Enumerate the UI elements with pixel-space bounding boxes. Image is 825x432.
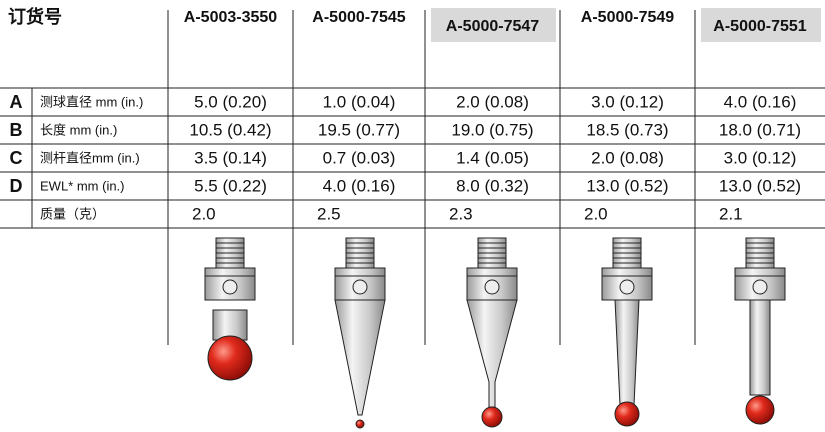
row-label: 测杆直径mm (in.) [40, 150, 140, 165]
wrench-hole [484, 279, 500, 295]
cell-value: 18.0 (0.71) [719, 120, 801, 139]
row-letter: B [10, 120, 23, 140]
cell-value: 13.0 (0.52) [719, 176, 801, 195]
collar [466, 267, 518, 277]
header-shade [431, 8, 556, 42]
collar [734, 267, 786, 277]
collar [601, 267, 653, 277]
stylus [466, 237, 518, 428]
cell-value: 3.5 (0.14) [194, 148, 267, 167]
cell-value: 18.5 (0.73) [586, 120, 668, 139]
ruby-ball [745, 395, 775, 425]
grid [0, 8, 825, 345]
stem [212, 309, 248, 341]
ruby-ball [207, 335, 253, 381]
stylus [734, 237, 786, 425]
row-label: 测球直径 mm (in.) [40, 94, 143, 109]
cell-value: 13.0 (0.52) [586, 176, 668, 195]
ruby-ball [614, 401, 640, 427]
cell-value: 19.5 (0.77) [318, 120, 400, 139]
cell-value: 1.4 (0.05) [456, 148, 529, 167]
column-header: A-5000-7551 [713, 18, 807, 35]
cell-value: 3.0 (0.12) [724, 148, 797, 167]
wrench-hole [752, 279, 768, 295]
stylus [601, 237, 653, 427]
row-label: 质量（克） [40, 206, 105, 221]
cell-value: 3.0 (0.12) [591, 92, 664, 111]
row-letter: D [10, 176, 23, 196]
ruby-ball [481, 406, 503, 428]
stem [334, 299, 386, 416]
stem [749, 299, 771, 396]
cell-value: 5.0 (0.20) [194, 92, 267, 111]
row-letter: C [10, 148, 23, 168]
wrench-hole [222, 279, 238, 295]
header-shade [701, 8, 821, 42]
wrench-hole [619, 279, 635, 295]
ruby-ball [355, 419, 365, 429]
cell-value: 19.0 (0.75) [451, 120, 533, 139]
cell-value: 2.3 [449, 204, 473, 223]
row-label: EWL* mm (in.) [40, 178, 125, 193]
cell-value: 2.0 (0.08) [456, 92, 529, 111]
column-header: A-5000-7547 [446, 18, 540, 35]
cell-value: 2.0 (0.08) [591, 148, 664, 167]
cell-value: 2.0 [584, 204, 608, 223]
stem [466, 299, 518, 408]
stylus [204, 237, 256, 381]
cell-value: 4.0 (0.16) [323, 176, 396, 195]
cell-value: 2.0 [192, 204, 216, 223]
stem [614, 299, 640, 406]
cell-value: 5.5 (0.22) [194, 176, 267, 195]
wrench-hole [352, 279, 368, 295]
row-letter: A [10, 92, 23, 112]
cell-value: 8.0 (0.32) [456, 176, 529, 195]
cell-value: 10.5 (0.42) [189, 120, 271, 139]
cell-value: 4.0 (0.16) [724, 92, 797, 111]
collar [334, 267, 386, 277]
stylus [334, 237, 386, 429]
cell-value: 0.7 (0.03) [323, 148, 396, 167]
cell-value: 1.0 (0.04) [323, 92, 396, 111]
row-label: 长度 mm (in.) [40, 122, 117, 137]
stylus-drawings [204, 237, 786, 429]
column-header: A-5000-7549 [581, 9, 675, 26]
cell-value: 2.1 [719, 204, 743, 223]
cell-value: 2.5 [317, 204, 341, 223]
column-header: A-5003-3550 [184, 9, 278, 26]
order-number-title: 订货号 [8, 6, 62, 27]
collar [204, 267, 256, 277]
column-header: A-5000-7545 [312, 9, 406, 26]
